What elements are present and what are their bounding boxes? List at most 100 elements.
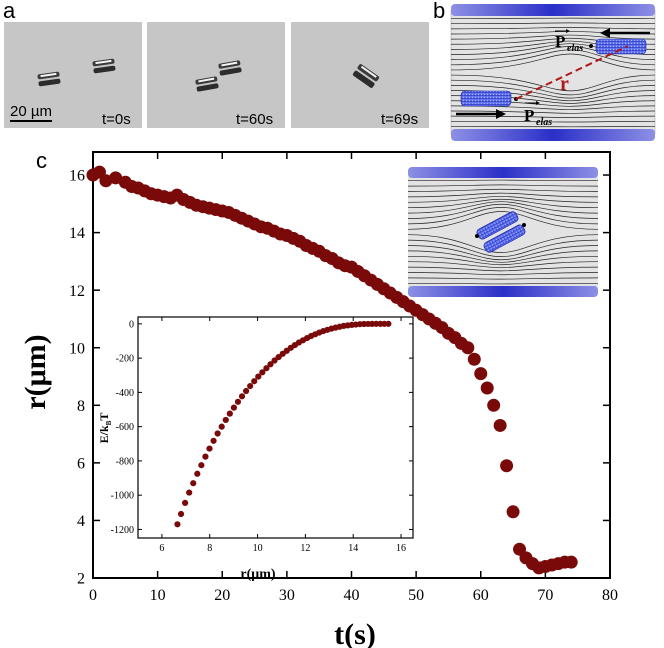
field-line [451, 105, 655, 110]
field-line [451, 27, 655, 30]
inset-y-tick-label: -1000 [111, 491, 134, 502]
inset-data-point [259, 369, 266, 376]
x-tick-label: 40 [344, 587, 360, 604]
field-line [408, 203, 598, 219]
inset-y-tick-label: 0 [129, 319, 134, 330]
inset-data-point [234, 398, 242, 405]
inset-x-tick-label: 12 [300, 543, 310, 554]
inset-data-point [190, 480, 197, 487]
inset-data-point [210, 437, 217, 444]
inset-data-point [251, 378, 258, 385]
inset-data-point [218, 423, 225, 430]
field-line [408, 188, 598, 192]
data-point [474, 367, 488, 381]
inset-data-point [214, 430, 221, 437]
inset-data-point [198, 462, 205, 469]
force-arrow-bottom [456, 109, 506, 119]
panel-b: b r P elas P elas [433, 0, 656, 141]
frame-time-label: t=0s [102, 111, 131, 128]
data-point [487, 398, 501, 412]
force-label-top: P elas [555, 29, 583, 54]
micrograph-frame-3: t=69s [291, 22, 429, 128]
inset-data-point [174, 521, 181, 528]
energy-inset-plot: 6 8 10 12 14 16 0 -200 -400 -600 -800 -1000 -1200 [111, 316, 414, 554]
inset-x-tick-label: 10 [253, 543, 263, 554]
director-field-lines [451, 17, 655, 128]
y-tick-label: 12 [69, 283, 85, 300]
svg-text:P: P [524, 106, 534, 125]
svg-text:elas: elas [567, 43, 583, 54]
inset-field-lines [408, 179, 598, 285]
x-tick-label: 10 [150, 587, 166, 604]
inset-data-point [202, 453, 209, 460]
data-point [506, 505, 520, 519]
svg-text:elas: elas [536, 117, 552, 128]
panel-a: a 20 µm t=0s [3, 0, 429, 128]
inset-cell [408, 172, 598, 292]
field-line [408, 179, 598, 182]
field-line [451, 115, 655, 118]
inset-x-tick-label: 14 [348, 543, 358, 554]
data-point [109, 171, 123, 185]
y-tick-label: 6 [77, 455, 85, 472]
force-label-bottom: P elas [524, 101, 552, 128]
force-point [589, 44, 593, 48]
inset-force-point [475, 234, 479, 238]
field-line [408, 234, 598, 253]
field-line [451, 49, 655, 66]
inset-data-point [242, 387, 250, 395]
inset-data-point [267, 361, 274, 368]
field-line [408, 196, 598, 203]
y-tick-label: 10 [69, 340, 85, 357]
inset-data-point [194, 470, 201, 477]
x-tick-label: 80 [602, 587, 618, 604]
inset-force-point [522, 223, 526, 227]
svg-text:E/kBT: E/kBT [97, 413, 113, 444]
cell-rod-pair [352, 64, 380, 88]
inset-data-point [247, 382, 254, 390]
inset-y-axis-subscript: B [105, 420, 113, 425]
micrograph-frame-2: t=60s [147, 22, 285, 128]
data-point [493, 418, 507, 432]
field-line [451, 110, 655, 114]
schematic-inset [408, 167, 598, 297]
field-line [451, 34, 655, 40]
data-point [564, 555, 578, 569]
x-tick-label: 30 [279, 587, 295, 604]
field-line [408, 245, 598, 261]
top-plate [451, 4, 655, 16]
x-axis-title: t(s) [334, 618, 376, 648]
field-line [451, 46, 655, 61]
bottom-plate [451, 129, 655, 141]
data-point [500, 459, 514, 473]
inset-top-plate [408, 167, 598, 178]
field-line [408, 192, 598, 198]
field-line [408, 184, 598, 187]
inset-y-tick-label: -600 [116, 422, 134, 433]
field-line [408, 277, 598, 280]
field-line [408, 272, 598, 276]
field-line [408, 201, 598, 214]
y-tick-label: 2 [77, 571, 85, 588]
distance-label: r [560, 73, 569, 95]
inset-data-point [230, 404, 237, 411]
inset-plot-frame [137, 316, 414, 539]
inset-data-point [238, 393, 246, 400]
field-line [408, 206, 598, 225]
cell-rod-pair [218, 60, 242, 76]
svg-text:P: P [555, 32, 565, 51]
y-tick-label: 4 [77, 513, 85, 530]
y-tick-label: 16 [69, 168, 85, 185]
field-line [408, 239, 598, 258]
inset-y-tick-label: -800 [116, 456, 134, 467]
field-line [451, 84, 655, 99]
cell-rod-pair [195, 76, 219, 92]
data-point [480, 381, 494, 395]
panel-c-letter: c [36, 148, 47, 173]
field-line [408, 250, 598, 263]
scale-bar-label: 20 µm [10, 103, 52, 120]
x-tick-label: 70 [537, 587, 553, 604]
